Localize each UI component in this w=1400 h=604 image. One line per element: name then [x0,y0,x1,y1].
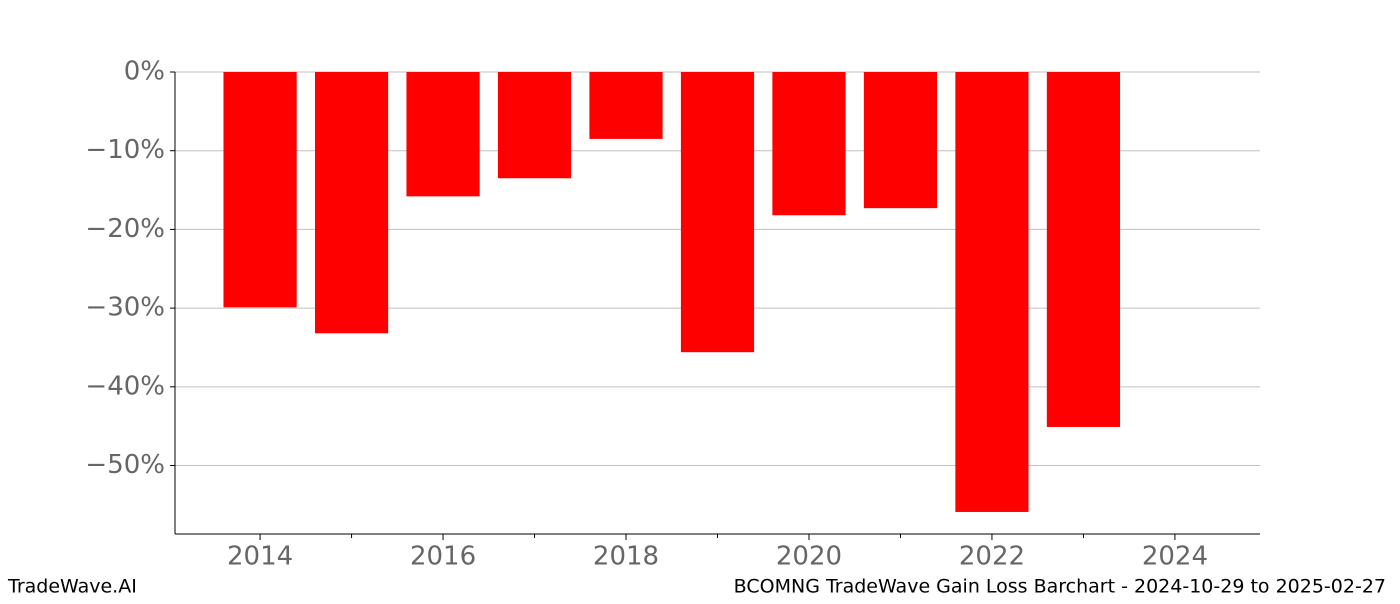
y-tick-label: −30% [85,293,165,323]
bar [314,72,389,334]
x-tick-label: 2016 [410,542,476,572]
y-tick-label: −40% [85,371,165,401]
y-tick-label: 0% [124,57,165,87]
bar [223,72,297,308]
bar [497,72,572,179]
bar [406,72,480,197]
bar [680,72,755,353]
x-tick-label: 2014 [227,542,293,572]
y-tick-label: −10% [85,135,165,165]
x-tick-label: 2022 [959,542,1025,572]
bar [772,72,846,216]
bar [1046,72,1121,427]
x-tick-label: 2024 [1142,542,1208,572]
x-tick-label: 2018 [593,542,659,572]
bar [955,72,1029,512]
watermark: TradeWave.AI [7,576,137,598]
chart-title: BCOMNG TradeWave Gain Loss Barchart - 20… [734,576,1386,598]
y-tick-label: −20% [85,214,165,244]
x-tick-label: 2020 [776,542,842,572]
y-tick-label: −50% [85,450,165,480]
bar [589,72,663,139]
bar [863,72,938,209]
